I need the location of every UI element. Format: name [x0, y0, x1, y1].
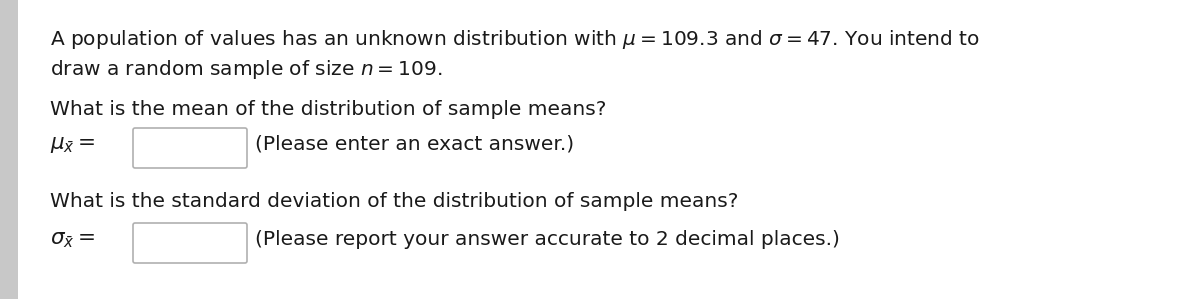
Text: (Please enter an exact answer.): (Please enter an exact answer.)	[256, 135, 574, 154]
FancyBboxPatch shape	[133, 223, 247, 263]
Text: What is the mean of the distribution of sample means?: What is the mean of the distribution of …	[50, 100, 606, 119]
Text: A population of values has an unknown distribution with $\mu = 109.3$ and $\sigm: A population of values has an unknown di…	[50, 28, 980, 51]
Text: $\sigma_{\bar{x}} =$: $\sigma_{\bar{x}} =$	[50, 230, 95, 250]
Text: (Please report your answer accurate to 2 decimal places.): (Please report your answer accurate to 2…	[256, 230, 840, 249]
Bar	[0, 0, 18, 299]
Text: What is the standard deviation of the distribution of sample means?: What is the standard deviation of the di…	[50, 192, 738, 211]
Text: $\mu_{\bar{x}} =$: $\mu_{\bar{x}} =$	[50, 135, 96, 155]
Text: draw a random sample of size $n = 109$.: draw a random sample of size $n = 109$.	[50, 58, 443, 81]
FancyBboxPatch shape	[133, 128, 247, 168]
